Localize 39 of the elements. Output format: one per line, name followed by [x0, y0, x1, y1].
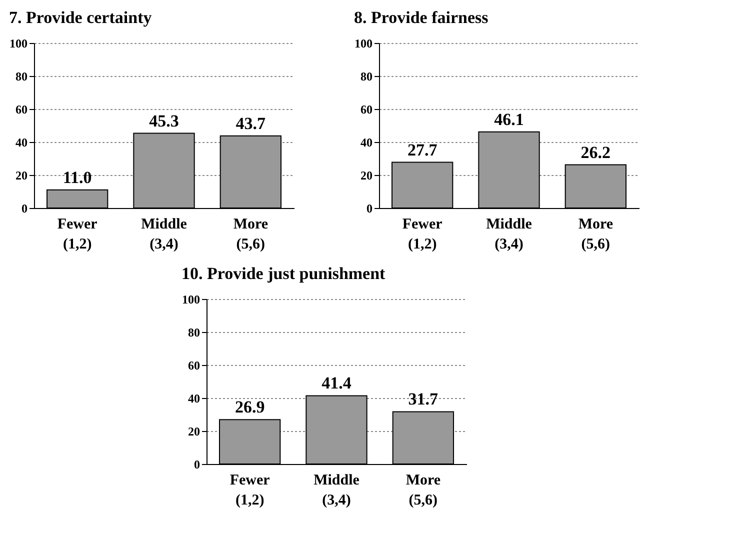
y-tick-label: 100	[182, 292, 200, 306]
y-tick-label: 20	[188, 424, 200, 438]
data-label: 31.7	[408, 390, 439, 409]
y-tick-label: 80	[16, 70, 28, 84]
data-label: 27.7	[407, 140, 438, 160]
data-label: 43.7	[236, 114, 266, 133]
chart-title: 10. Provide just punishment	[182, 264, 386, 283]
chart-title: 8. Provide fairness	[354, 8, 489, 27]
x-tick-label: Middle (3,4)	[486, 216, 532, 252]
data-label: 45.3	[149, 111, 179, 130]
y-tick-label: 40	[360, 136, 372, 150]
x-tick-label: More (5,6)	[406, 472, 441, 508]
x-tick-label: Fewer (1,2)	[57, 216, 98, 252]
chart-title: 7. Provide certainty	[9, 8, 152, 27]
y-tick-label: 60	[16, 102, 28, 116]
y-tick-label: 40	[188, 392, 200, 406]
y-tick-label: 0	[366, 202, 372, 216]
y-tick-label: 40	[16, 136, 28, 150]
y-tick-label: 0	[22, 202, 28, 216]
y-tick-label: 80	[360, 70, 372, 84]
data-label: 11.0	[62, 168, 92, 187]
y-tick-label: 80	[188, 326, 200, 340]
data-label: 26.2	[580, 142, 611, 162]
data-label: 26.9	[234, 398, 265, 417]
x-tick-label: Middle (3,4)	[141, 216, 188, 252]
x-tick-label: More (5,6)	[578, 216, 614, 252]
y-tick-label: 60	[360, 102, 372, 116]
x-tick-label: Fewer (1,2)	[402, 216, 443, 252]
y-tick-label: 60	[188, 358, 200, 372]
y-tick-label: 100	[10, 36, 28, 50]
y-tick-label: 100	[354, 36, 372, 50]
x-tick-label: Middle (3,4)	[314, 472, 360, 508]
y-tick-label: 20	[360, 168, 372, 182]
data-label: 41.4	[322, 374, 352, 393]
y-tick-label: 0	[194, 458, 200, 472]
data-label: 46.1	[494, 110, 524, 129]
y-tick-label: 20	[16, 168, 28, 182]
x-tick-label: More (5,6)	[233, 216, 268, 252]
x-tick-label: Fewer (1,2)	[230, 472, 270, 508]
